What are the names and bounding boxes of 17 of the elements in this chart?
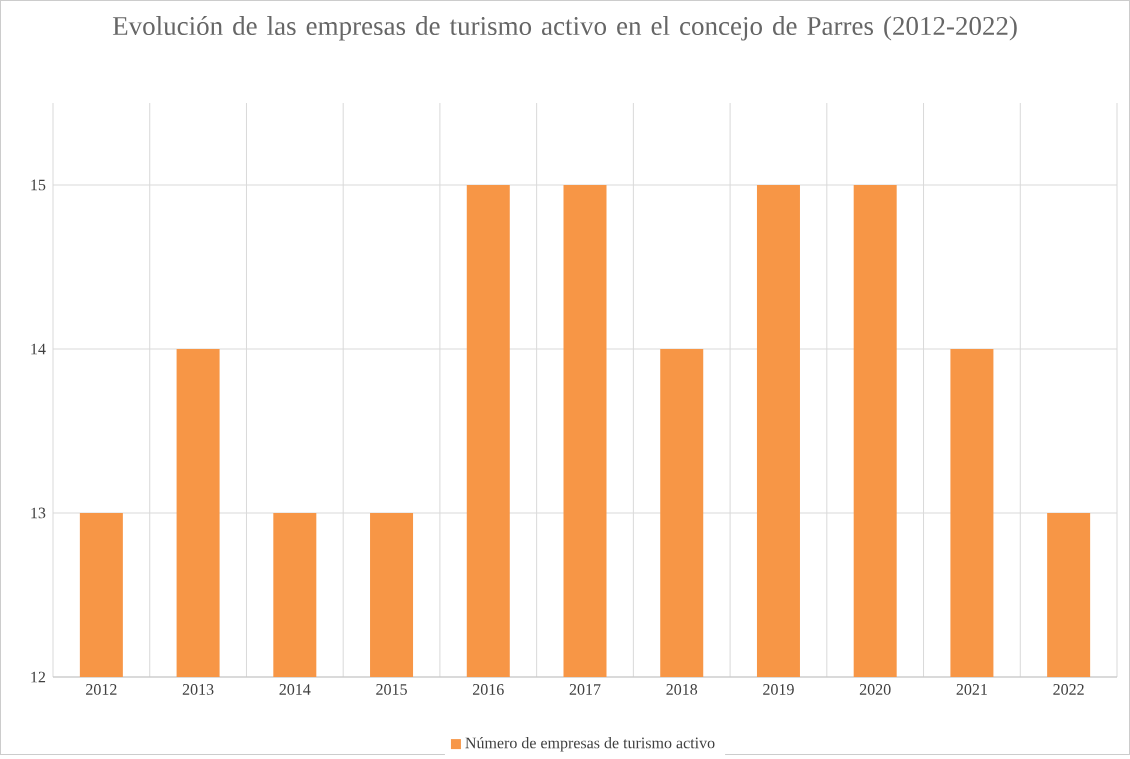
legend-label: Número de empresas de turismo activo	[465, 736, 715, 752]
y-tick-label: 15	[31, 179, 46, 191]
x-tick-label: 2020	[859, 683, 891, 695]
x-tick-label: 2018	[666, 683, 698, 695]
y-tick-label: 13	[31, 507, 46, 519]
x-tick-label: 2012	[86, 683, 117, 695]
y-tick-label: 14	[31, 343, 46, 355]
x-tick-label: 2016	[472, 683, 504, 695]
x-tick-label: 2019	[763, 683, 794, 695]
x-tick-label: 2015	[376, 683, 407, 695]
x-tick-label: 2013	[182, 683, 214, 695]
x-tick-label: 2021	[956, 683, 987, 695]
y-tick-label: 12	[31, 671, 46, 683]
x-tick-label: 2022	[1053, 683, 1084, 695]
chart-title: Evolución de las empresas de turismo activo en el concejo de Parres (2012-2022)	[112, 15, 1017, 41]
x-tick-label: 2014	[279, 683, 311, 695]
x-tick-label: 2017	[569, 683, 601, 695]
